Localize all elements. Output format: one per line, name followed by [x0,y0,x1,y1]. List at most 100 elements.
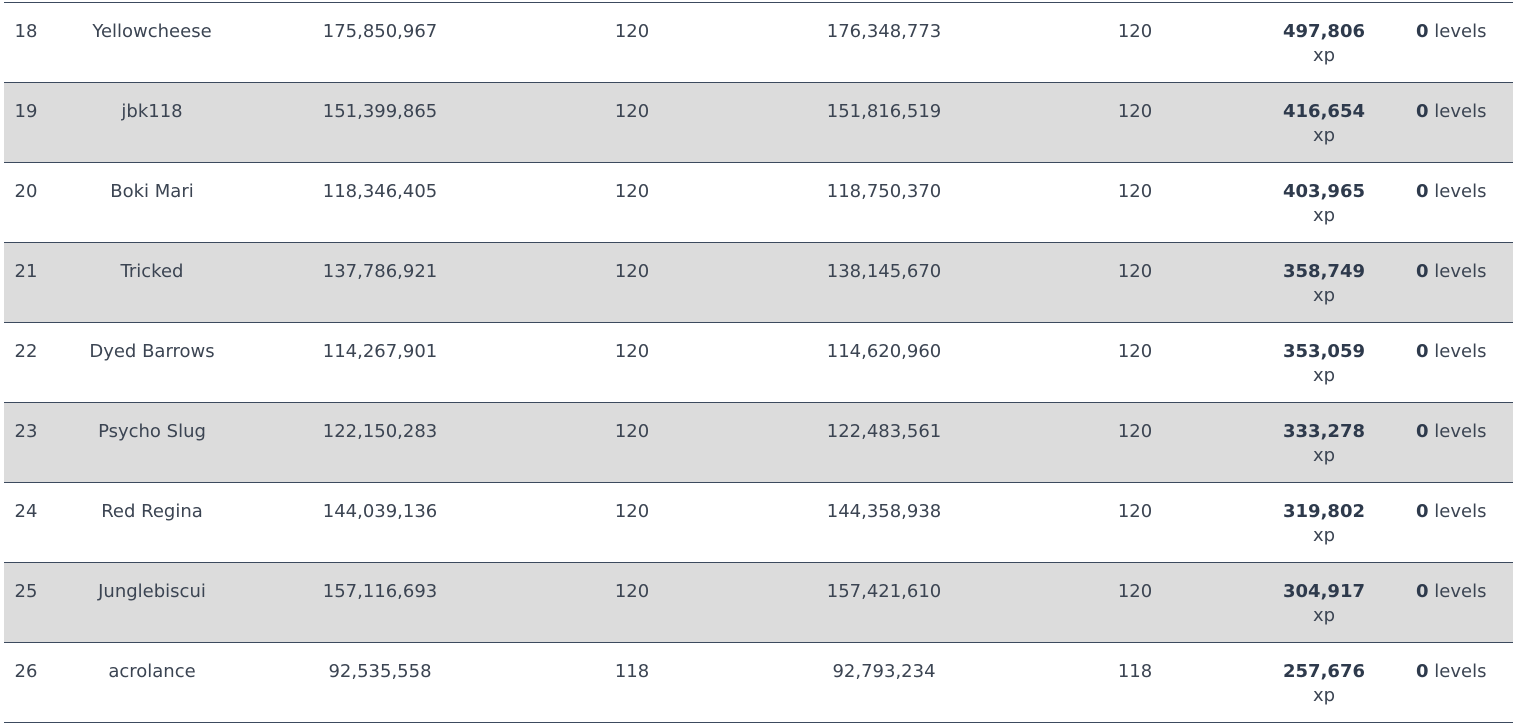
end-xp-cell: 151,816,519 [826,101,942,122]
gain-unit: xp [1312,685,1336,706]
levels-unit: levels [1434,21,1487,42]
name-cell: acrolance [108,661,196,682]
table-row: 23 Psycho Slug 122,150,283 120 122,483,561 12… [4,403,1513,483]
start-xp-cell: 137,786,921 [322,261,438,282]
gain-cell: 333,278 xp [1283,420,1365,468]
table-row: 26 acrolance 92,535,558 118 92,793,234 118 257… [4,643,1513,723]
levels-cell: 0 levels [1416,100,1486,124]
rank-cell: 26 [14,661,38,682]
end-xp-cell: 118,750,370 [826,181,942,202]
end-level-cell: 120 [1117,421,1153,442]
gain-value: 403,965 [1283,181,1365,202]
name-cell: Tricked [120,261,184,282]
levels-unit: levels [1434,261,1487,282]
gain-unit: xp [1312,125,1336,146]
start-level-cell: 120 [614,341,650,362]
end-xp-cell: 138,145,670 [826,261,942,282]
levels-value: 0 [1416,21,1429,42]
end-level-cell: 120 [1117,581,1153,602]
start-xp-cell: 92,535,558 [328,661,432,682]
start-xp-cell: 122,150,283 [322,421,438,442]
end-level-cell: 120 [1117,101,1153,122]
levels-value: 0 [1416,101,1429,122]
levels-unit: levels [1434,101,1487,122]
gain-value: 257,676 [1283,661,1365,682]
name-cell: Boki Mari [110,181,194,202]
gain-cell: 403,965 xp [1283,180,1365,228]
levels-value: 0 [1416,341,1429,362]
table-row: 22 Dyed Barrows 114,267,901 120 114,620,960 1… [4,323,1513,403]
levels-cell: 0 levels [1416,500,1486,524]
gain-unit: xp [1312,365,1336,386]
start-xp-cell: 144,039,136 [322,501,438,522]
end-xp-cell: 144,358,938 [826,501,942,522]
levels-value: 0 [1416,421,1429,442]
table-row: 21 Tricked 137,786,921 120 138,145,670 120 358… [4,243,1513,323]
levels-cell: 0 levels [1416,660,1486,684]
rank-cell: 18 [14,21,38,42]
name-cell: jbk118 [121,101,183,122]
rank-cell: 24 [14,501,38,522]
start-level-cell: 120 [614,501,650,522]
gain-value: 353,059 [1283,341,1365,362]
gain-unit: xp [1312,525,1336,546]
table-row: 24 Red Regina 144,039,136 120 144,358,938 120… [4,483,1513,563]
rank-cell: 22 [14,341,38,362]
gain-unit: xp [1312,445,1336,466]
end-level-cell: 120 [1117,501,1153,522]
start-level-cell: 120 [614,101,650,122]
levels-cell: 0 levels [1416,420,1486,444]
gain-value: 319,802 [1283,501,1365,522]
start-xp-cell: 151,399,865 [322,101,438,122]
hiscore-table: 18 Yellowcheese 175,850,967 120 176,348,773 1… [4,2,1513,723]
end-xp-cell: 122,483,561 [826,421,942,442]
levels-value: 0 [1416,661,1429,682]
name-cell: Dyed Barrows [89,341,215,362]
name-cell: Junglebiscui [98,581,206,602]
levels-unit: levels [1434,501,1487,522]
gain-unit: xp [1312,205,1336,226]
start-xp-cell: 114,267,901 [322,341,438,362]
end-level-cell: 120 [1117,261,1153,282]
end-level-cell: 120 [1117,181,1153,202]
levels-cell: 0 levels [1416,20,1486,44]
start-level-cell: 118 [614,661,650,682]
gain-cell: 319,802 xp [1283,500,1365,548]
end-level-cell: 120 [1117,341,1153,362]
start-level-cell: 120 [614,181,650,202]
rank-cell: 19 [14,101,38,122]
start-level-cell: 120 [614,261,650,282]
name-cell: Yellowcheese [92,21,212,42]
levels-unit: levels [1434,581,1487,602]
levels-cell: 0 levels [1416,180,1486,204]
levels-cell: 0 levels [1416,580,1486,604]
levels-unit: levels [1434,341,1487,362]
levels-cell: 0 levels [1416,340,1486,364]
start-xp-cell: 175,850,967 [322,21,438,42]
gain-cell: 257,676 xp [1283,660,1365,708]
rank-cell: 25 [14,581,38,602]
start-level-cell: 120 [614,581,650,602]
start-xp-cell: 157,116,693 [322,581,438,602]
end-xp-cell: 114,620,960 [826,341,942,362]
end-level-cell: 120 [1117,21,1153,42]
end-xp-cell: 92,793,234 [832,661,936,682]
end-xp-cell: 157,421,610 [826,581,942,602]
name-cell: Psycho Slug [98,421,206,442]
end-xp-cell: 176,348,773 [826,21,942,42]
gain-cell: 358,749 xp [1283,260,1365,308]
rank-cell: 21 [14,261,38,282]
gain-value: 497,806 [1283,21,1365,42]
levels-cell: 0 levels [1416,260,1486,284]
levels-value: 0 [1416,261,1429,282]
levels-value: 0 [1416,501,1429,522]
gain-cell: 497,806 xp [1283,20,1365,68]
gain-cell: 353,059 xp [1283,340,1365,388]
levels-value: 0 [1416,581,1429,602]
name-cell: Red Regina [101,501,203,522]
gain-value: 416,654 [1283,101,1365,122]
rank-cell: 20 [14,181,38,202]
gain-value: 333,278 [1283,421,1365,442]
levels-value: 0 [1416,181,1429,202]
